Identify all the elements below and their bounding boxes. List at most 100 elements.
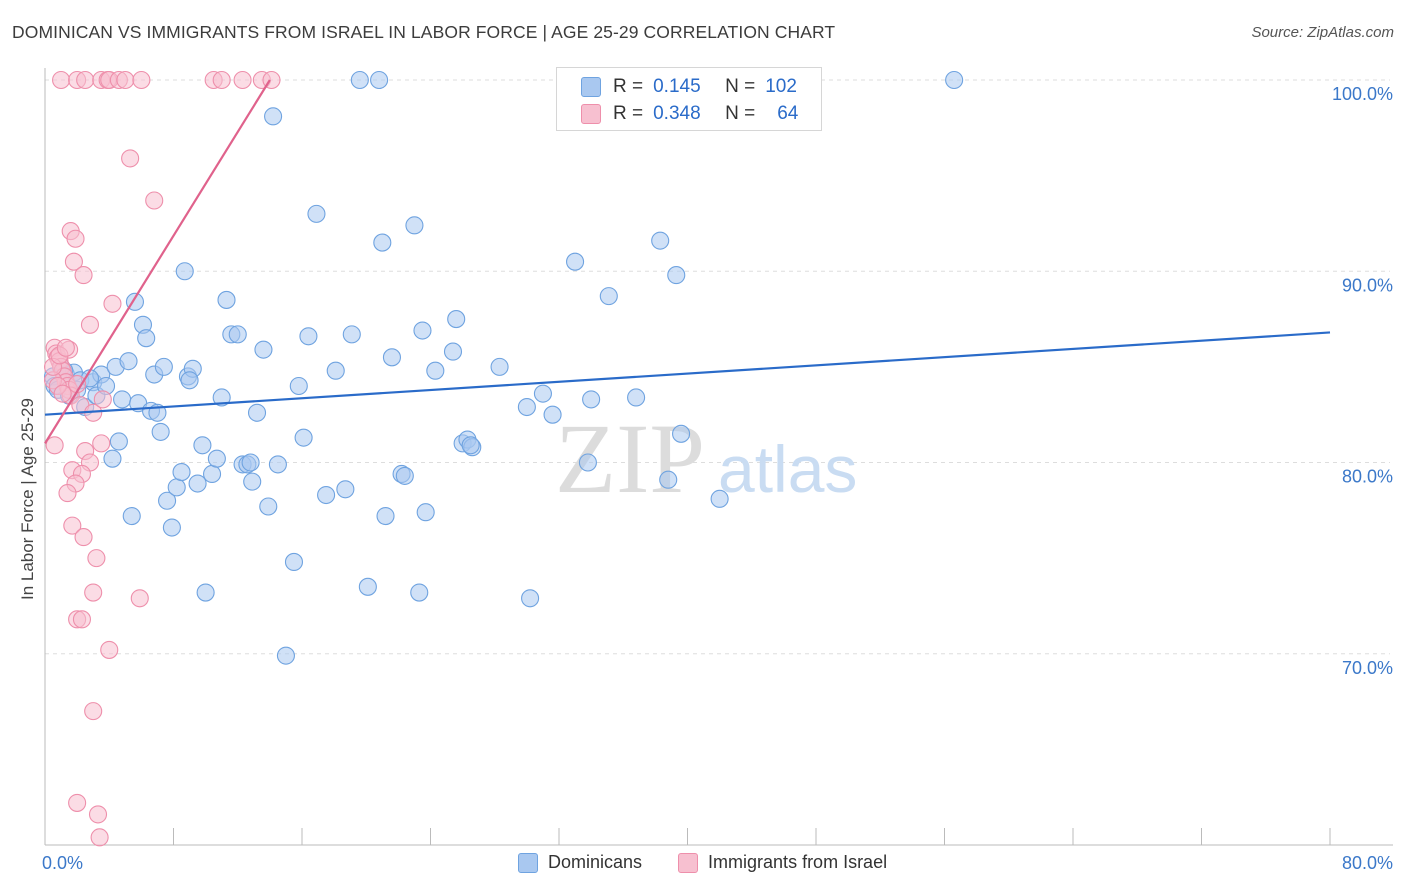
point-dominicans	[350, 70, 369, 90]
point-dominicans	[342, 325, 361, 344]
point-dominicans	[307, 204, 326, 223]
point-dominicans	[268, 455, 287, 474]
point-israel	[121, 149, 140, 168]
point-dominicans	[264, 107, 283, 126]
y-tick-label: 90.0%	[1342, 275, 1393, 295]
point-dominicans	[317, 485, 336, 505]
point-dominicans	[276, 646, 295, 665]
point-israel	[66, 229, 85, 248]
legend-row-dominicans: R = 0.145 N = 102	[581, 76, 797, 98]
legend-label-israel: Immigrants from Israel	[708, 852, 888, 872]
legend-r-label: R =	[613, 76, 644, 97]
point-israel	[63, 516, 82, 535]
point-dominicans	[410, 583, 429, 602]
legend-swatch-blue	[581, 77, 601, 97]
point-dominicans	[212, 388, 231, 407]
point-dominicans	[241, 453, 260, 472]
point-israel	[212, 70, 231, 90]
y-tick-label: 70.0%	[1342, 658, 1393, 678]
point-dominicans	[405, 216, 424, 235]
point-israel	[64, 252, 83, 271]
point-israel	[93, 390, 112, 409]
trend-line-dominicans	[44, 331, 1331, 416]
point-dominicans	[358, 577, 377, 596]
point-dominicans	[461, 436, 480, 455]
point-dominicans	[582, 390, 601, 409]
point-israel	[145, 191, 164, 210]
point-dominicans	[207, 449, 226, 468]
point-dominicans	[578, 453, 597, 472]
point-dominicans	[158, 491, 177, 510]
trend-lines	[44, 79, 1331, 444]
point-dominicans	[299, 327, 318, 346]
point-dominicans	[247, 403, 267, 422]
legend-n-label: N =	[725, 103, 756, 124]
point-israel	[45, 436, 64, 455]
point-israel	[130, 589, 149, 608]
point-israel	[58, 484, 77, 503]
point-dominicans	[413, 321, 432, 340]
trend-line-israel	[44, 79, 271, 444]
point-dominicans	[122, 506, 141, 526]
point-dominicans	[175, 262, 194, 281]
legend-swatch-israel	[678, 852, 699, 873]
point-dominicans	[193, 436, 212, 455]
point-dominicans	[294, 428, 313, 447]
point-israel	[76, 70, 95, 90]
point-dominicans	[373, 233, 392, 252]
x-tick-label-max: 80.0%	[1342, 853, 1393, 873]
point-israel	[74, 266, 93, 285]
point-dominicans	[103, 449, 122, 468]
point-dominicans	[566, 252, 585, 271]
watermark-atlas: atlas	[718, 432, 857, 506]
point-dominicans	[196, 583, 215, 602]
point-dominicans	[243, 472, 262, 491]
point-dominicans	[517, 397, 536, 417]
point-dominicans	[180, 371, 199, 390]
legend-item-israel: Immigrants from Israel	[678, 852, 887, 873]
point-dominicans	[289, 376, 308, 396]
point-dominicans	[543, 405, 562, 424]
point-dominicans	[370, 70, 389, 90]
point-dominicans	[395, 466, 414, 485]
point-dominicans	[119, 352, 138, 371]
point-dominicans	[659, 470, 678, 489]
point-israel	[100, 640, 119, 659]
point-dominicans	[416, 503, 435, 522]
y-tick-label: 80.0%	[1342, 467, 1393, 487]
gridlines	[45, 79, 1390, 655]
legend-label-dominicans: Dominicans	[548, 852, 643, 872]
point-dominicans	[376, 506, 395, 526]
point-dominicans	[228, 325, 247, 344]
point-dominicans	[599, 287, 618, 306]
point-dominicans	[172, 463, 191, 482]
point-israel	[116, 70, 135, 90]
point-israel	[84, 702, 103, 721]
y-tick-label: 100.0%	[1332, 84, 1393, 104]
point-dominicans	[447, 310, 466, 329]
point-dominicans	[259, 497, 278, 516]
point-dominicans	[672, 424, 691, 443]
point-dominicans	[710, 489, 729, 508]
point-dominicans	[490, 357, 509, 376]
point-dominicans	[627, 388, 646, 407]
point-israel	[72, 610, 91, 629]
point-dominicans	[326, 361, 345, 380]
series-legend: Dominicans Immigrants from Israel	[518, 852, 923, 873]
point-israel	[68, 793, 87, 812]
point-dominicans	[109, 432, 128, 451]
point-dominicans	[382, 348, 402, 367]
legend-n-value: 102	[765, 76, 797, 97]
point-dominicans	[167, 478, 186, 497]
point-dominicans	[443, 342, 463, 361]
point-dominicans	[336, 480, 355, 499]
point-israel	[92, 434, 111, 453]
point-dominicans	[203, 464, 222, 484]
point-israel	[90, 828, 109, 847]
point-dominicans	[426, 361, 445, 380]
point-israel	[233, 70, 252, 90]
stats-legend: R = 0.145 N = 102 R = 0.348 N = 64	[556, 67, 822, 131]
x-tick-label-min: 0.0%	[42, 853, 83, 873]
point-dominicans	[667, 266, 686, 285]
point-dominicans	[113, 390, 132, 409]
